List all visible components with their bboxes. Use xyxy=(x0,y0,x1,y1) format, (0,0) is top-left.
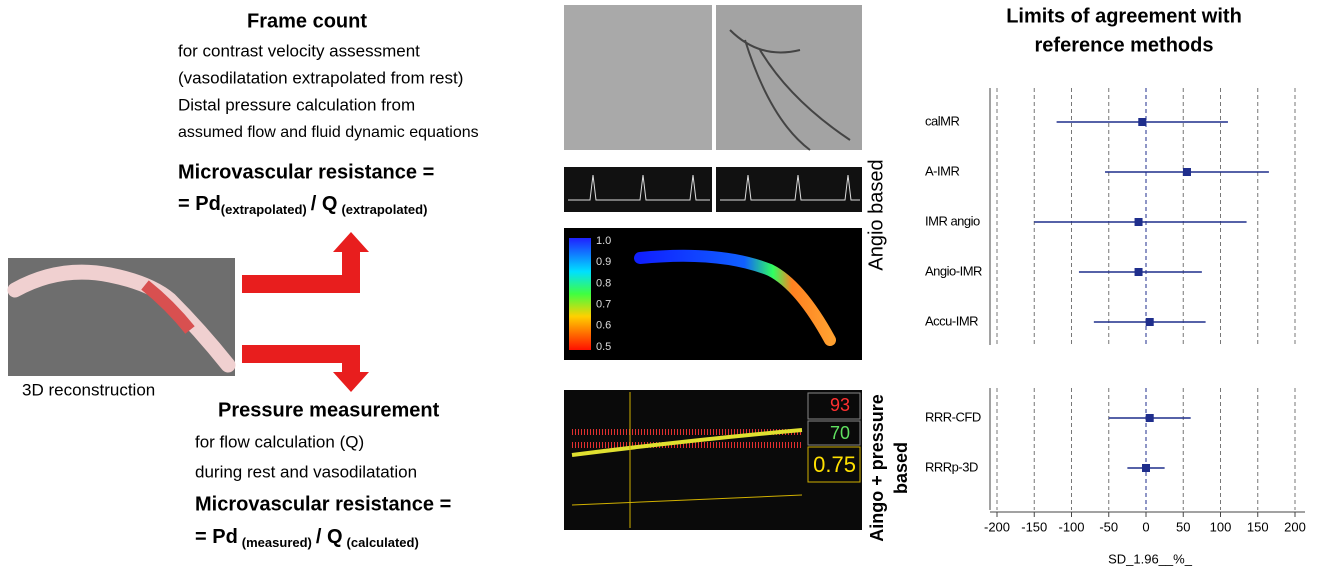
row-label: RRR-CFD xyxy=(925,409,981,424)
chart-title: reference methods xyxy=(1035,34,1214,56)
formula: = Pd(extrapolated) / Q (extrapolated) xyxy=(178,193,427,217)
ecg-strip xyxy=(716,167,862,212)
angiogram xyxy=(716,5,862,150)
combined-label: based xyxy=(891,442,911,494)
row-label: Accu-IMR xyxy=(925,313,978,328)
colorbar-label: 1.0 xyxy=(596,235,611,247)
text-line: for contrast velocity assessment xyxy=(178,41,420,60)
pressure-monitor xyxy=(564,390,862,530)
formula-sub: (extrapolated) xyxy=(341,202,427,217)
x-axis-label: SD_1.96__%_ xyxy=(1108,551,1193,566)
colorbar-label: 0.5 xyxy=(596,341,611,353)
x-tick-label: -50 xyxy=(1099,519,1118,534)
angiogram xyxy=(564,5,712,150)
vessel-shape xyxy=(7,264,236,373)
monitor-pa: 93 xyxy=(830,395,850,415)
colorbar-label: 0.6 xyxy=(596,320,611,332)
angio-label: Angio based xyxy=(865,159,887,270)
formula-part: = Pd xyxy=(178,193,221,215)
estimate xyxy=(1138,118,1147,126)
monitor-pd: 70 xyxy=(830,423,850,443)
estimate xyxy=(1134,268,1143,276)
text-line: Distal pressure calculation from xyxy=(178,95,415,114)
estimate xyxy=(1145,414,1154,422)
x-tick-label: 200 xyxy=(1284,519,1306,534)
ffr-panel xyxy=(564,228,862,360)
arrow-up xyxy=(242,232,369,293)
text-line: assumed flow and fluid dynamic equations xyxy=(178,124,479,141)
monitor-box xyxy=(807,392,861,420)
formula-part: = Pd xyxy=(195,526,238,548)
x-tick-label: 100 xyxy=(1210,519,1232,534)
formula-part: / Q xyxy=(311,193,338,215)
estimate xyxy=(1145,318,1154,326)
colorbar-label: 0.8 xyxy=(596,277,611,289)
formula-sub: (calculated) xyxy=(347,535,419,550)
combined-label: Aingo + pressure xyxy=(867,394,887,542)
row-label: RRRp-3D xyxy=(925,459,978,474)
row-label: Angio-IMR xyxy=(925,263,982,278)
x-tick-label: -100 xyxy=(1058,519,1084,534)
pressure-trace xyxy=(572,429,802,448)
colorbar xyxy=(569,238,591,350)
formula-label: Microvascular resistance = xyxy=(178,161,434,183)
estimate xyxy=(1142,464,1150,472)
formula-sub: (extrapolated) xyxy=(221,202,307,217)
x-tick-label: 50 xyxy=(1176,519,1190,534)
formula-part: / Q xyxy=(316,526,343,548)
chart-title: Limits of agreement with xyxy=(1006,5,1242,27)
row-label: A-IMR xyxy=(925,163,959,178)
arrow-down xyxy=(242,345,369,392)
ffr-trace xyxy=(571,494,803,506)
row-label: calMR xyxy=(925,113,959,128)
x-tick-label: 150 xyxy=(1247,519,1269,534)
monitor-box xyxy=(807,446,861,483)
vessel-stenosis xyxy=(141,280,195,334)
formula: = Pd (measured) / Q (calculated) xyxy=(195,526,419,550)
frame-count-title: Frame count xyxy=(247,10,367,32)
estimate xyxy=(1134,218,1143,226)
text-line: during rest and vasodilatation xyxy=(195,462,417,481)
x-tick-label: 0 xyxy=(1142,519,1149,534)
row-label: IMR angio xyxy=(925,213,980,228)
x-tick-label: -150 xyxy=(1021,519,1047,534)
vessel-tree xyxy=(729,29,851,151)
monitor-ffr: 0.75 xyxy=(813,452,856,477)
ffr-vessel xyxy=(634,249,836,346)
colorbar-label: 0.7 xyxy=(596,299,611,311)
pressure-trace xyxy=(571,428,803,457)
ecg-strip xyxy=(564,167,712,212)
estimate xyxy=(1182,168,1191,176)
reconstruction-label: 3D reconstruction xyxy=(22,380,155,399)
monitor-box xyxy=(807,420,861,446)
pressure-title: Pressure measurement xyxy=(218,399,440,421)
ecg-trace xyxy=(568,174,860,201)
text-line: (vasodilatation extrapolated from rest) xyxy=(178,68,463,87)
formula-label: Microvascular resistance = xyxy=(195,493,451,515)
formula-sub: (measured) xyxy=(242,535,312,550)
x-tick-label: -200 xyxy=(984,519,1010,534)
colorbar-label: 0.9 xyxy=(596,256,611,268)
text-line: for flow calculation (Q) xyxy=(195,432,364,451)
